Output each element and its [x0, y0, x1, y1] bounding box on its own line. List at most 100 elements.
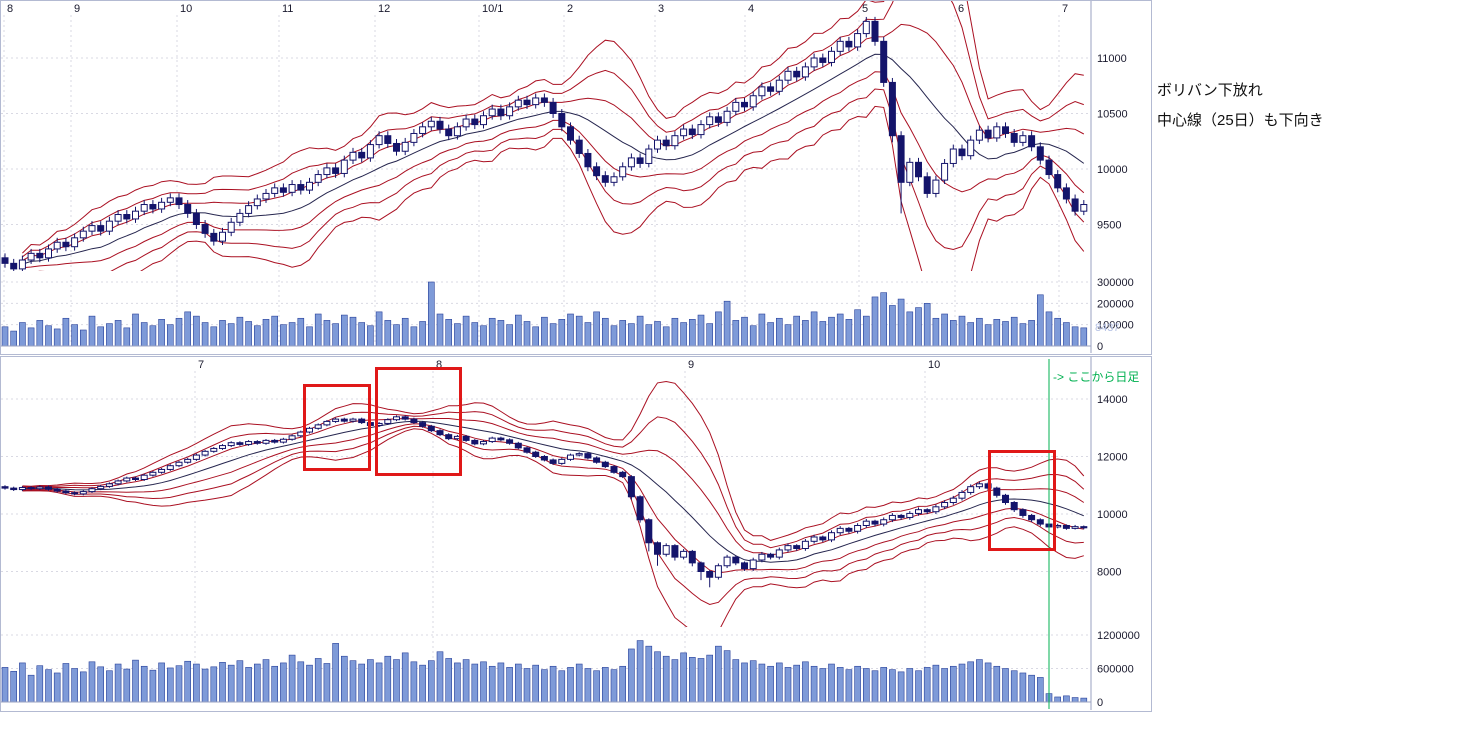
volume-bar — [601, 317, 609, 347]
candlestick — [688, 128, 696, 136]
volume-bar — [97, 666, 104, 703]
volume-bar — [584, 322, 592, 347]
axis-labels: 7 8 9 10 14000 12000 10000 8000 1200000 600000 0 — [198, 359, 1140, 709]
candlestick — [366, 422, 374, 426]
volume-bar — [932, 317, 940, 347]
volume-bar — [375, 311, 383, 347]
candlestick — [53, 488, 61, 492]
price-tick-label: 10000 — [1097, 509, 1128, 521]
volume-bar — [741, 316, 748, 347]
volume-bar — [132, 313, 139, 347]
volume-bar — [201, 322, 209, 347]
candlestick — [915, 161, 922, 178]
volume-bar — [123, 668, 131, 703]
volume-bar — [340, 655, 348, 703]
candlestick — [888, 81, 896, 137]
volume-bar — [758, 313, 766, 347]
candlestick — [714, 116, 722, 123]
volume-bar — [906, 668, 914, 703]
candlestick — [506, 106, 514, 117]
volume-bar — [245, 321, 252, 347]
candlestick — [262, 192, 270, 200]
volume-bar — [680, 322, 687, 347]
volume-bar — [967, 661, 975, 703]
candlestick — [636, 157, 644, 164]
volume-bar — [262, 659, 270, 703]
volume-bar — [184, 311, 191, 347]
candlestick — [601, 461, 609, 468]
candlestick — [27, 252, 35, 261]
volume-bar — [358, 663, 366, 703]
volume-bar — [80, 329, 87, 347]
candlestick — [71, 237, 79, 248]
candlestick — [140, 204, 148, 212]
candlestick — [593, 457, 601, 463]
candlestick — [1062, 187, 1070, 200]
candlestick — [1036, 146, 1044, 161]
candlestick — [688, 550, 696, 564]
volume-bar — [1, 326, 9, 347]
volume-bar — [802, 320, 809, 347]
volume-bar — [854, 309, 861, 347]
candlestick — [236, 442, 244, 445]
volume-bar — [558, 319, 566, 347]
volume-bar — [1063, 322, 1070, 347]
candlestick — [706, 571, 714, 578]
candlestick — [375, 422, 383, 426]
volume-bar — [314, 313, 322, 347]
bollinger-bands — [22, 1, 1085, 271]
candlestick — [975, 483, 983, 488]
candlestick — [906, 512, 914, 518]
volume-bar — [897, 298, 905, 347]
candlestick — [297, 431, 305, 437]
volume-bar — [184, 660, 191, 703]
candlestick — [297, 184, 305, 191]
candlestick — [767, 553, 775, 558]
candlestick — [1010, 132, 1018, 143]
volume-bar — [158, 662, 165, 703]
candlestick — [166, 197, 174, 203]
volume-bar — [636, 315, 644, 347]
candlestick — [149, 204, 157, 210]
candlestick — [1045, 159, 1053, 176]
volume-bar — [167, 667, 174, 703]
candlestick — [288, 184, 296, 193]
candlestick — [749, 95, 757, 108]
volume-bar — [10, 330, 17, 347]
volume-bar — [610, 325, 618, 347]
candlestick — [18, 487, 26, 491]
volume-bar — [401, 317, 409, 347]
volume-bar — [436, 651, 444, 703]
candlestick — [306, 427, 313, 433]
candlestick — [175, 197, 183, 206]
volume-bar — [549, 665, 557, 703]
candlestick — [593, 166, 601, 177]
candlestick — [45, 486, 52, 490]
volume-bar — [445, 658, 453, 703]
volume-bar — [889, 305, 896, 347]
candlestick — [1028, 514, 1036, 521]
candlestick — [349, 151, 357, 161]
candlestick — [45, 248, 52, 259]
volume-bar — [949, 665, 957, 703]
candlestick — [645, 519, 653, 544]
candlestick — [540, 456, 548, 461]
candlestick — [601, 175, 609, 183]
volume-bar — [358, 322, 366, 347]
candlestick — [897, 135, 905, 183]
volume-bar — [1054, 696, 1061, 703]
candlestick — [975, 129, 983, 141]
volume-bar — [976, 317, 983, 347]
volume-bar — [784, 667, 792, 703]
candlestick — [645, 148, 653, 164]
candlestick — [523, 447, 531, 453]
volume-bar — [697, 658, 705, 703]
volume-bar — [845, 669, 853, 703]
volume-bar — [167, 324, 174, 347]
volume-bar — [106, 323, 113, 347]
candlestick — [36, 252, 44, 259]
volume-bar — [862, 668, 870, 703]
candlestick — [201, 450, 209, 456]
candlestick — [654, 542, 661, 555]
volume-bar — [880, 292, 888, 347]
